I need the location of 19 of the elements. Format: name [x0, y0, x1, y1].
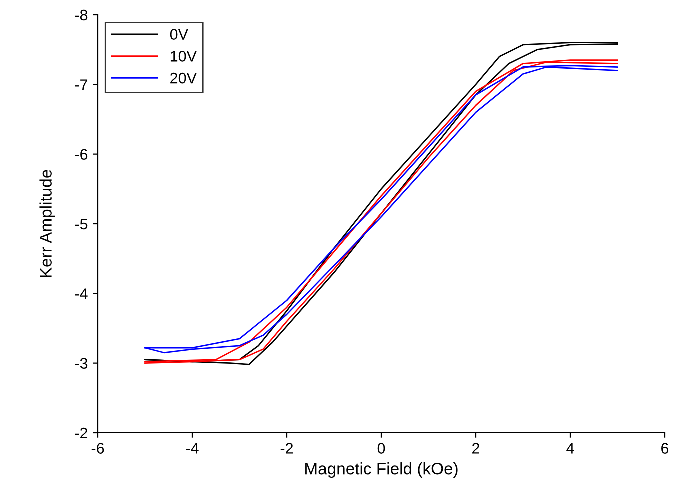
x-tick-label: 6 — [662, 443, 669, 454]
x-axis-title: Magnetic Field (kOe) — [306, 462, 458, 478]
legend-label: 0V — [170, 29, 188, 40]
y-tick-label: -2 — [75, 428, 88, 439]
y-tick-label: -3 — [75, 358, 88, 370]
y-tick-label: -7 — [75, 80, 88, 90]
y-axis-title: Kerr Amplitude — [40, 170, 56, 278]
x-tick-label: -4 — [186, 443, 199, 454]
legend-label: 10V — [170, 51, 197, 62]
x-tick-label: -6 — [92, 443, 104, 454]
y-tick-label: -6 — [75, 149, 88, 160]
y-tick-label: -8 — [75, 10, 88, 21]
x-tick-label: 2 — [472, 443, 480, 454]
x-tick-label: 4 — [566, 443, 574, 454]
legend-label: 20V — [170, 72, 197, 84]
x-tick-label: -2 — [280, 443, 294, 454]
x-tick-label: 0 — [378, 443, 386, 454]
y-tick-label: -4 — [75, 288, 88, 300]
y-tick-label: -5 — [75, 219, 88, 230]
